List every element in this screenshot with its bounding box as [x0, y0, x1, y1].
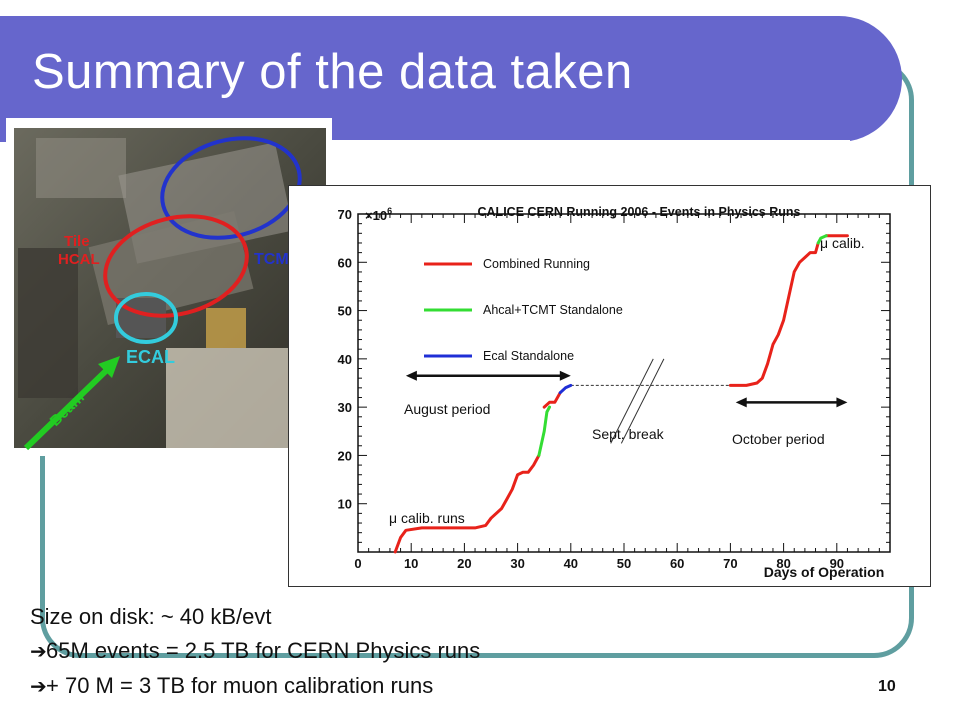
- x-tick-label: 40: [564, 556, 578, 571]
- break-slash: [610, 358, 654, 444]
- series-line-3: [558, 383, 573, 395]
- title-underline: [10, 140, 850, 143]
- detector-photo: Tile HCAL TCMT ECAL Beam: [6, 118, 332, 456]
- x-tick-label: 50: [617, 556, 631, 571]
- tile-hcal-label: Tile HCAL: [58, 233, 100, 268]
- events-chart: CALICE CERN Running 2006 - Events in Phy…: [338, 205, 891, 580]
- x-tick-label: 60: [670, 556, 684, 571]
- series-line-1: [542, 391, 562, 409]
- mu-calib-label: μ calib.: [820, 235, 865, 251]
- legend-label: Ahcal+TCMT Standalone: [483, 303, 623, 317]
- chart-annotations: August period Sept. break October period μ …: [389, 235, 865, 526]
- october-label: October period: [732, 431, 825, 447]
- y-tick-label: 60: [338, 255, 352, 270]
- note-muon: ➔+ 70 M = 3 TB for muon calibration runs: [30, 669, 480, 704]
- detector-photo-drawing: Tile HCAL TCMT ECAL Beam: [14, 128, 326, 451]
- notes-block: Size on disk: ~ 40 kB/evt ➔65M events = …: [30, 600, 480, 704]
- y-tick-label: 50: [338, 304, 352, 319]
- y-tick-label: 70: [338, 207, 352, 222]
- y-tick-label: 10: [338, 497, 352, 512]
- y-multiplier: ×106: [365, 206, 392, 223]
- august-arrow-head-left: [405, 370, 417, 381]
- y-multiplier-exp: 6: [387, 206, 392, 216]
- y-multiplier-base: ×10: [365, 208, 387, 223]
- october-arrow-head-left: [735, 397, 747, 408]
- right-arrow-icon: ➔: [30, 641, 47, 663]
- legend-label: Combined Running: [483, 257, 590, 271]
- series-line-1: [393, 453, 541, 554]
- legend-label: Ecal Standalone: [483, 349, 574, 363]
- y-tick-label: 40: [338, 352, 352, 367]
- chart-axes: 0 10 20 30 40 50 60 70 80 90 10 20 30 40 50 60 70: [338, 207, 891, 571]
- note-size: Size on disk: ~ 40 kB/evt: [30, 604, 272, 629]
- october-arrow-head-right: [836, 397, 848, 408]
- x-tick-label: 90: [830, 556, 844, 571]
- x-tick-label: 10: [404, 556, 418, 571]
- x-tick-label: 20: [457, 556, 471, 571]
- break-slash: [620, 358, 665, 444]
- series-line-2: [537, 405, 551, 457]
- x-tick-label: 0: [354, 556, 361, 571]
- photo-equipment: [206, 308, 246, 348]
- sept-gap-group: [570, 358, 731, 444]
- photo-equipment: [36, 138, 126, 198]
- chart-frame: CALICE CERN Running 2006 - Events in Phy…: [288, 185, 931, 587]
- note-muon-text: + 70 M = 3 TB for muon calibration runs: [46, 673, 434, 698]
- tile-label: Tile: [64, 233, 90, 250]
- beam-arrow: [23, 363, 114, 451]
- series-line-1: [728, 241, 820, 387]
- chart-legend: Combined Running Ahcal+TCMT Standalone Eca…: [424, 257, 623, 363]
- beam-arrow-head: [98, 356, 120, 378]
- y-tick-label: 20: [338, 448, 352, 463]
- tcmt-label: TCMT: [254, 251, 299, 268]
- august-arrow-head-right: [559, 370, 571, 381]
- chart-series: [393, 234, 849, 554]
- mu-calib-runs-label: μ calib. runs: [389, 510, 465, 526]
- photo-equipment: [166, 348, 296, 448]
- note-cern-text: 65M events = 2.5 TB for CERN Physics run…: [46, 638, 481, 663]
- hcal-ring: [103, 214, 249, 318]
- slide-title: Summary of the data taken: [32, 45, 633, 99]
- photo-equipment: [18, 248, 78, 398]
- ecal-ring: [114, 292, 178, 344]
- x-tick-label: 70: [723, 556, 737, 571]
- x-tick-label: 80: [776, 556, 790, 571]
- sept-label: Sept. break: [592, 426, 665, 442]
- x-axis-label: Days of Operation: [764, 564, 885, 580]
- tcmt-ring: [160, 136, 302, 240]
- y-tick-label: 30: [338, 400, 352, 415]
- ecal-label: ECAL: [126, 347, 175, 367]
- hcal-label: HCAL: [58, 251, 100, 268]
- page-number: 10: [878, 678, 896, 695]
- note-cern: ➔65M events = 2.5 TB for CERN Physics ru…: [30, 634, 480, 669]
- series-line-2: [816, 234, 828, 245]
- august-label: August period: [404, 401, 490, 417]
- x-tick-label: 30: [510, 556, 524, 571]
- right-arrow-icon: ➔: [30, 676, 47, 698]
